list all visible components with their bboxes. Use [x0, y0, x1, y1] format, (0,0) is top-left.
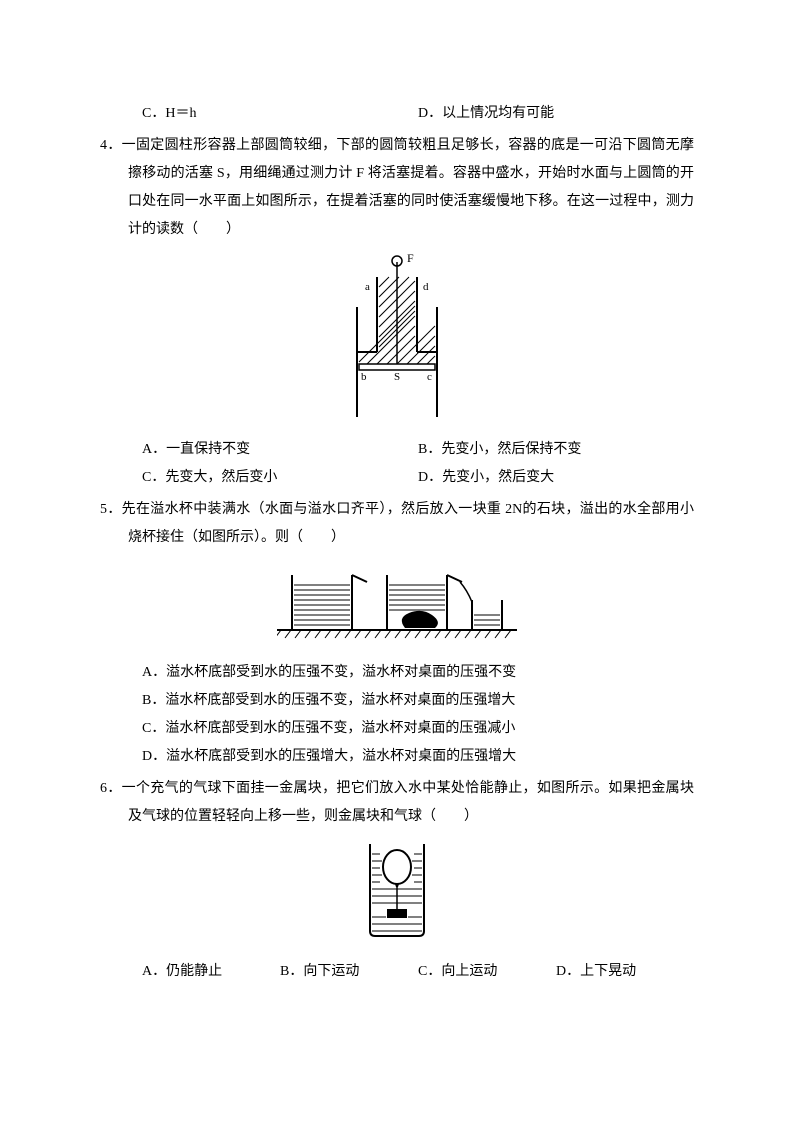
q3-options-cd: C．H＝h D．以上情况均有可能: [142, 100, 694, 128]
q6-figure: [100, 839, 694, 950]
q6-body: 一个充气的气球下面挂一金属块，把它们放入水中某处恰能静止，如图所示。如果把金属块…: [122, 781, 694, 824]
q4-option-d: D．先变小，然后变大: [418, 464, 694, 492]
q5-body: 先在溢水杯中装满水（水面与溢水口齐平），然后放入一块重 2N的石块，溢出的水全部…: [122, 502, 694, 545]
svg-text:a: a: [365, 281, 370, 293]
q4-option-b: B．先变小，然后保持不变: [418, 436, 694, 464]
q5-option-c: C．溢水杯底部受到水的压强不变，溢水杯对桌面的压强减小: [142, 715, 694, 743]
q4-num: 4．: [100, 138, 122, 153]
svg-text:F: F: [407, 252, 414, 265]
svg-text:c: c: [427, 371, 432, 383]
q6-option-a: A．仍能静止: [142, 958, 280, 986]
q6-option-c: C．向上运动: [418, 958, 556, 986]
svg-text:S: S: [394, 371, 400, 383]
q3-option-d: D．以上情况均有可能: [418, 100, 694, 128]
q5-option-d: D．溢水杯底部受到水的压强增大，溢水杯对桌面的压强增大: [142, 743, 694, 771]
q3-option-c: C．H＝h: [142, 100, 418, 128]
q5-figure: [100, 560, 694, 651]
q6-option-d: D．上下晃动: [556, 958, 694, 986]
q4-option-a: A．一直保持不变: [142, 436, 418, 464]
q6-num: 6．: [100, 781, 122, 796]
q5-text: 5．先在溢水杯中装满水（水面与溢水口齐平），然后放入一块重 2N的石块，溢出的水…: [100, 496, 694, 552]
q4-option-c: C．先变大，然后变小: [142, 464, 418, 492]
question-4: 4．一固定圆柱形容器上部圆筒较细，下部的圆筒较粗且足够长，容器的底是一可沿下圆筒…: [100, 132, 694, 492]
q4-figure: F a d b S c: [100, 252, 694, 428]
svg-text:d: d: [423, 281, 429, 293]
q6-options: A．仍能静止 B．向下运动 C．向上运动 D．上下晃动: [142, 958, 694, 986]
q5-option-a: A．溢水杯底部受到水的压强不变，溢水杯对桌面的压强不变: [142, 659, 694, 687]
q4-options-ab: A．一直保持不变 B．先变小，然后保持不变: [142, 436, 694, 464]
question-5: 5．先在溢水杯中装满水（水面与溢水口齐平），然后放入一块重 2N的石块，溢出的水…: [100, 496, 694, 771]
q4-body: 一固定圆柱形容器上部圆筒较细，下部的圆筒较粗且足够长，容器的底是一可沿下圆筒无摩…: [122, 138, 694, 237]
q5-option-b: B．溢水杯底部受到水的压强不变，溢水杯对桌面的压强增大: [142, 687, 694, 715]
q6-option-b: B．向下运动: [280, 958, 418, 986]
q4-options-cd: C．先变大，然后变小 D．先变小，然后变大: [142, 464, 694, 492]
q6-text: 6．一个充气的气球下面挂一金属块，把它们放入水中某处恰能静止，如图所示。如果把金…: [100, 775, 694, 831]
question-6: 6．一个充气的气球下面挂一金属块，把它们放入水中某处恰能静止，如图所示。如果把金…: [100, 775, 694, 986]
q4-text: 4．一固定圆柱形容器上部圆筒较细，下部的圆筒较粗且足够长，容器的底是一可沿下圆筒…: [100, 132, 694, 244]
svg-text:b: b: [361, 371, 367, 383]
q5-num: 5．: [100, 502, 122, 517]
